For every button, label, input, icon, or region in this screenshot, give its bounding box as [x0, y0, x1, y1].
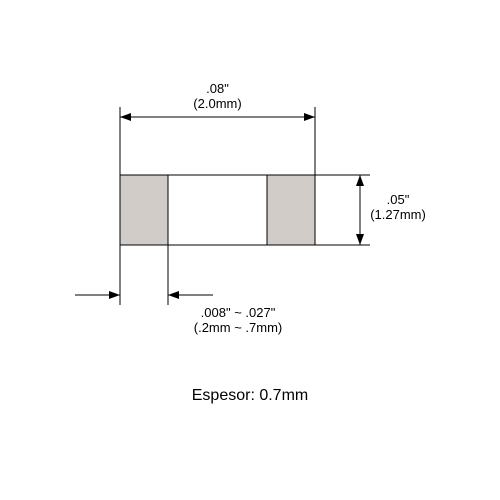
- body: [168, 175, 267, 245]
- left-pad: [120, 175, 168, 245]
- smd-component: [120, 175, 315, 245]
- dim-pad-label: .008" ~ .027"(.2mm ~ .7mm): [194, 305, 282, 335]
- dim-width-label: .08"(2.0mm): [193, 81, 241, 111]
- thickness-caption: Espesor: 0.7mm: [192, 387, 308, 404]
- diagram-stage: .08"(2.0mm) .05"(1.27mm) .008" ~ .027"(.2m…: [0, 0, 500, 500]
- dim-height-label: .05"(1.27mm): [370, 192, 426, 222]
- dimension-drawing: .08"(2.0mm) .05"(1.27mm) .008" ~ .027"(.2m…: [0, 0, 500, 500]
- right-pad: [267, 175, 315, 245]
